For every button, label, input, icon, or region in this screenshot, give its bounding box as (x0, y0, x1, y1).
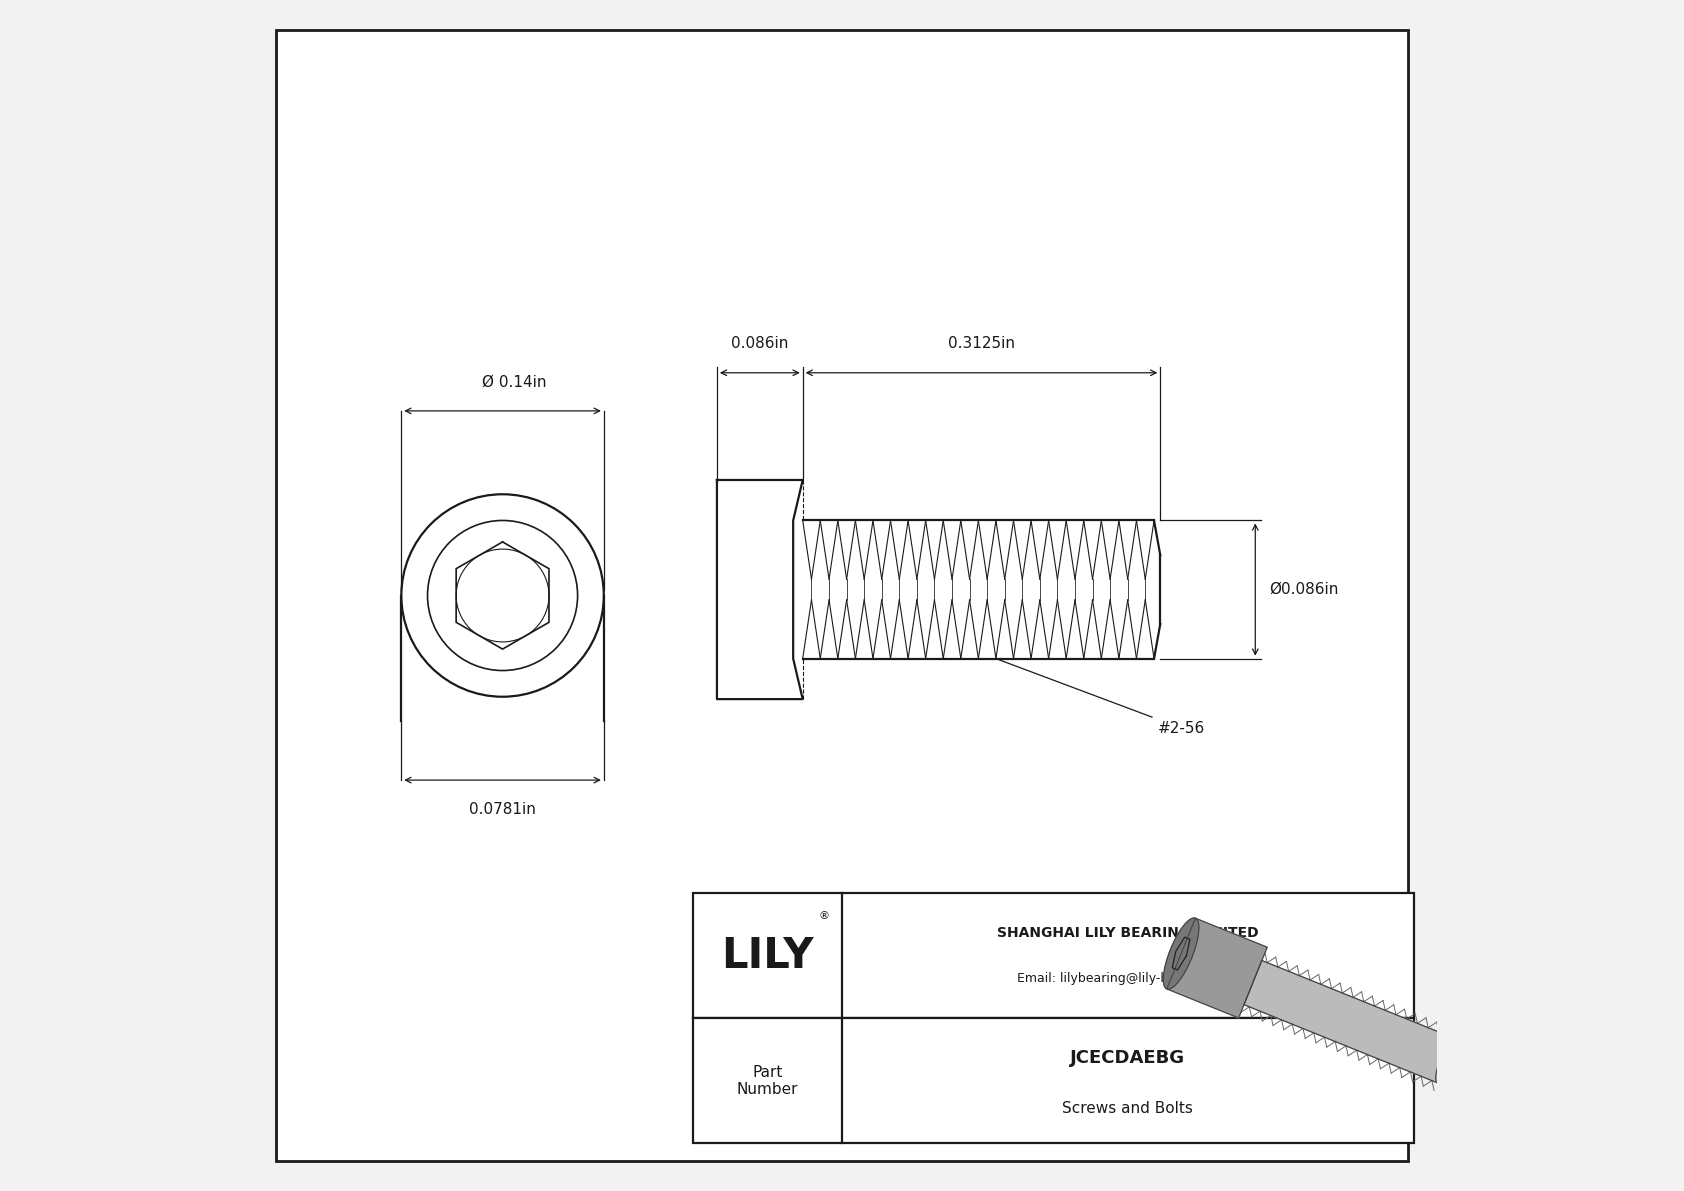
Polygon shape (1244, 960, 1455, 1083)
Text: 0.3125in: 0.3125in (948, 336, 1015, 351)
Text: 0.0781in: 0.0781in (470, 802, 536, 817)
Text: ®: ® (818, 911, 830, 921)
Polygon shape (1167, 918, 1266, 1018)
FancyBboxPatch shape (694, 1018, 1413, 1143)
Text: SHANGHAI LILY BEARING LIMITED: SHANGHAI LILY BEARING LIMITED (997, 927, 1258, 940)
Text: #2-56: #2-56 (999, 660, 1204, 736)
Text: Ø0.086in: Ø0.086in (1270, 582, 1339, 597)
Text: 0.086in: 0.086in (731, 336, 788, 351)
FancyBboxPatch shape (276, 30, 1408, 1161)
Polygon shape (1436, 1039, 1457, 1083)
Text: Screws and Bolts: Screws and Bolts (1063, 1100, 1194, 1116)
Text: Ø 0.14in: Ø 0.14in (482, 374, 547, 389)
Text: JCECDAEBG: JCECDAEBG (1071, 1049, 1186, 1067)
FancyBboxPatch shape (694, 893, 1413, 1018)
Text: Part
Number: Part Number (738, 1065, 798, 1097)
Text: Email: lilybearing@lily-bearing.com: Email: lilybearing@lily-bearing.com (1017, 972, 1239, 985)
Text: LILY: LILY (721, 935, 813, 977)
Polygon shape (1164, 918, 1199, 990)
